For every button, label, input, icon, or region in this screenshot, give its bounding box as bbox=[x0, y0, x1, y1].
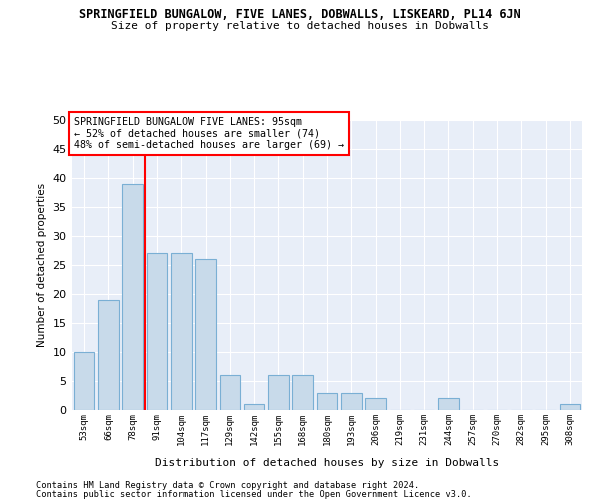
Y-axis label: Number of detached properties: Number of detached properties bbox=[37, 183, 47, 347]
Bar bbox=[268, 375, 289, 410]
Bar bbox=[98, 300, 119, 410]
Text: Size of property relative to detached houses in Dobwalls: Size of property relative to detached ho… bbox=[111, 21, 489, 31]
Bar bbox=[317, 392, 337, 410]
Bar bbox=[341, 392, 362, 410]
Bar bbox=[195, 259, 216, 410]
Bar bbox=[244, 404, 265, 410]
Text: Contains HM Land Registry data © Crown copyright and database right 2024.: Contains HM Land Registry data © Crown c… bbox=[36, 481, 419, 490]
Text: Contains public sector information licensed under the Open Government Licence v3: Contains public sector information licen… bbox=[36, 490, 472, 499]
Bar bbox=[560, 404, 580, 410]
Bar bbox=[365, 398, 386, 410]
Bar bbox=[122, 184, 143, 410]
Bar bbox=[292, 375, 313, 410]
Text: SPRINGFIELD BUNGALOW FIVE LANES: 95sqm
← 52% of detached houses are smaller (74): SPRINGFIELD BUNGALOW FIVE LANES: 95sqm ←… bbox=[74, 117, 344, 150]
Text: Distribution of detached houses by size in Dobwalls: Distribution of detached houses by size … bbox=[155, 458, 499, 468]
Text: SPRINGFIELD BUNGALOW, FIVE LANES, DOBWALLS, LISKEARD, PL14 6JN: SPRINGFIELD BUNGALOW, FIVE LANES, DOBWAL… bbox=[79, 8, 521, 20]
Bar bbox=[146, 254, 167, 410]
Bar bbox=[74, 352, 94, 410]
Bar bbox=[438, 398, 459, 410]
Bar bbox=[171, 254, 191, 410]
Bar bbox=[220, 375, 240, 410]
